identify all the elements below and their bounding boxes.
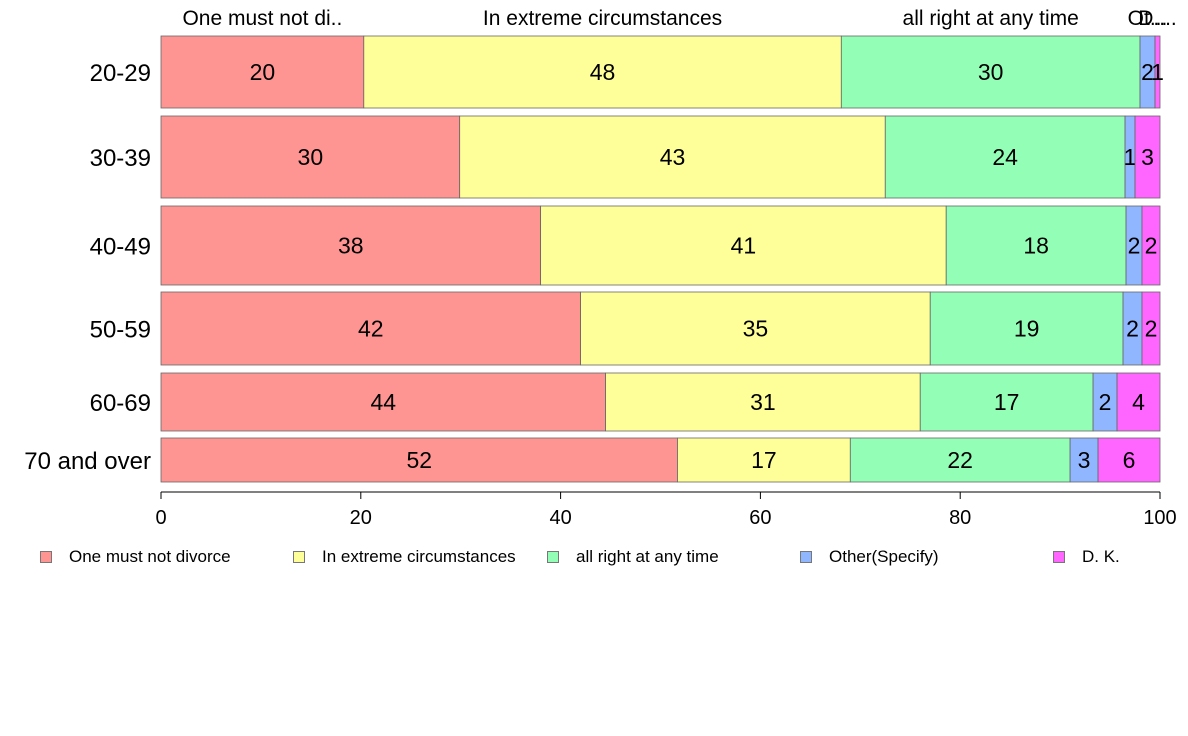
bar-segment	[363, 35, 842, 109]
bar-segment	[849, 437, 1071, 483]
data-label: 48	[590, 59, 616, 85]
data-label: 22	[947, 447, 973, 473]
category-label: 50-59	[90, 317, 151, 344]
bar-segment	[1069, 437, 1099, 483]
bar-segment	[1154, 35, 1161, 109]
legend-label: One must not divorce	[69, 547, 231, 566]
bar-segment	[160, 291, 581, 366]
data-label: 2	[1099, 389, 1112, 415]
bar-segment	[1097, 437, 1161, 483]
bar-segment	[1141, 291, 1161, 366]
top-label: all right at any time	[903, 7, 1079, 30]
bar-segment	[929, 291, 1124, 366]
category-label: 70 and over	[24, 448, 151, 475]
data-label: 17	[751, 447, 777, 473]
data-label: 30	[978, 59, 1004, 85]
bar-segment	[919, 372, 1094, 432]
legend: One must not divorce In extreme circumsta…	[40, 546, 1180, 568]
legend-swatch	[800, 551, 812, 563]
data-label: 38	[338, 233, 364, 259]
x-tick-label: 100	[1143, 507, 1176, 529]
bar-segment	[1134, 115, 1161, 199]
bar-segment	[459, 115, 886, 199]
data-label: 6	[1123, 447, 1136, 473]
legend-item: all right at any time	[547, 546, 719, 568]
bar-segment	[160, 35, 365, 109]
data-label: 52	[406, 447, 432, 473]
data-label: 19	[1014, 316, 1040, 342]
top-label: D....	[1138, 7, 1177, 30]
legend-item: D. K.	[1053, 546, 1120, 568]
bar-segment	[1116, 372, 1161, 432]
category-label: 30-39	[90, 145, 151, 172]
bar-segment	[605, 372, 921, 432]
x-tick-label: 0	[155, 507, 166, 529]
x-tick-label: 20	[350, 507, 372, 529]
data-label: 2	[1145, 233, 1158, 259]
data-label: 3	[1078, 447, 1091, 473]
data-label: 17	[994, 389, 1020, 415]
legend-label: Other(Specify)	[829, 547, 939, 566]
data-label: 44	[370, 389, 396, 415]
data-label: 31	[750, 389, 776, 415]
category-label: 60-69	[90, 390, 151, 417]
bar-segment	[580, 291, 931, 366]
data-label: 42	[358, 316, 384, 342]
data-label: 2	[1128, 233, 1141, 259]
bar-segment	[160, 372, 606, 432]
bar-segment	[160, 205, 542, 286]
bar-segment	[540, 205, 947, 286]
data-label: 30	[298, 144, 324, 170]
x-tick-label: 40	[549, 507, 571, 529]
legend-item: One must not divorce	[40, 546, 231, 568]
bar-segment	[1141, 205, 1161, 286]
data-label: 41	[731, 233, 757, 259]
legend-swatch	[1053, 551, 1065, 563]
data-label: 24	[992, 144, 1018, 170]
bar-segment	[840, 35, 1141, 109]
top-label: Ot...	[1128, 7, 1168, 30]
data-label: 2	[1141, 59, 1154, 85]
top-label: One must not di..	[182, 7, 342, 30]
data-label: 43	[660, 144, 686, 170]
legend-swatch	[293, 551, 305, 563]
data-label: 3	[1141, 144, 1154, 170]
legend-item: In extreme circumstances	[293, 546, 516, 568]
data-label: 1	[1151, 59, 1164, 85]
legend-swatch	[40, 551, 52, 563]
bar-segment	[160, 437, 678, 483]
data-label: 20	[250, 59, 276, 85]
data-label: 35	[743, 316, 769, 342]
legend-label: D. K.	[1082, 547, 1120, 566]
data-label: 1	[1124, 144, 1137, 170]
x-tick-label: 60	[749, 507, 771, 529]
data-label: 2	[1126, 316, 1139, 342]
legend-item: Other(Specify)	[800, 546, 939, 568]
category-label: 20-29	[90, 60, 151, 87]
category-label: 40-49	[90, 234, 151, 261]
data-label: 2	[1145, 316, 1158, 342]
data-label: 18	[1023, 233, 1049, 259]
top-label: In extreme circumstances	[483, 7, 722, 30]
legend-label: In extreme circumstances	[322, 547, 516, 566]
bar-segment	[884, 115, 1126, 199]
data-label: 4	[1132, 389, 1145, 415]
legend-label: all right at any time	[576, 547, 719, 566]
legend-swatch	[547, 551, 559, 563]
x-tick-label: 80	[949, 507, 971, 529]
